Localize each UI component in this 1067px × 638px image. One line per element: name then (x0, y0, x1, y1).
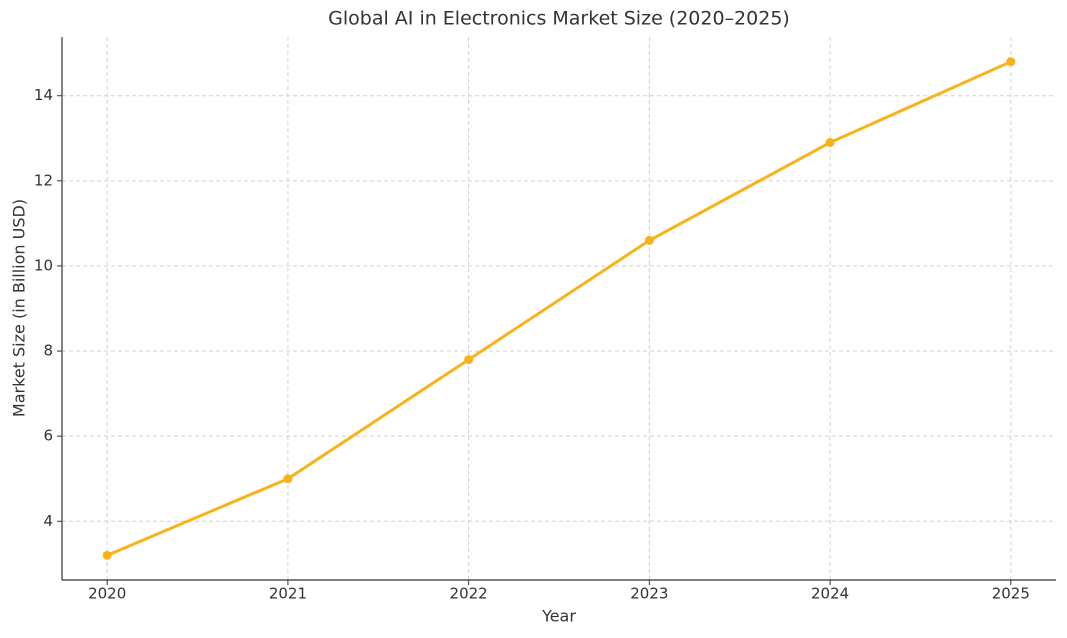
x-tick-label: 2023 (630, 585, 668, 603)
y-tick-label: 6 (43, 427, 53, 445)
y-tick-label: 8 (43, 342, 53, 360)
point (1006, 57, 1016, 67)
point (283, 474, 293, 484)
y-tick-label: 4 (43, 512, 53, 530)
y-tick-label: 14 (34, 86, 53, 104)
x-axis-label: Year (541, 607, 576, 626)
line (106, 60, 1012, 557)
x-tick-label: 2025 (992, 585, 1030, 603)
chart-title: Global AI in Electronics Market Size (20… (328, 8, 790, 30)
point (464, 355, 474, 365)
x-tick-label: 2022 (450, 585, 488, 603)
x-tick-label: 2020 (88, 585, 126, 603)
x-tick-label: 2024 (811, 585, 849, 603)
y-axis-label: Market Size (in Billion USD) (10, 199, 29, 417)
point (825, 138, 835, 148)
point (102, 550, 112, 560)
point (644, 235, 654, 245)
x-tick-label: 2021 (269, 585, 307, 603)
y-tick-label: 10 (34, 256, 53, 274)
y-tick-label: 12 (34, 171, 53, 189)
